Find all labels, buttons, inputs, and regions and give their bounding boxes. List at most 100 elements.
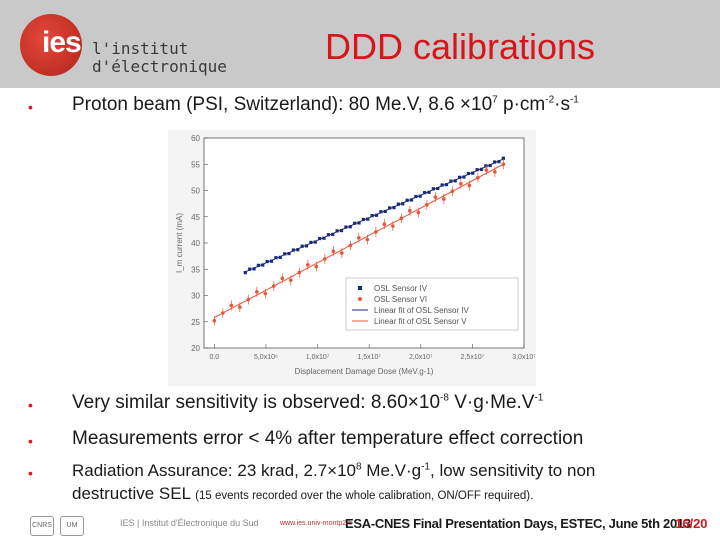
data-point — [392, 206, 396, 210]
y-tick-label: 35 — [191, 265, 200, 274]
bullet-dot: • — [28, 433, 33, 449]
ies-logo — [20, 14, 82, 76]
bullet-proton-beam: Proton beam (PSI, Switzerland): 80 Me.V,… — [72, 94, 579, 115]
data-point — [300, 244, 304, 248]
data-point — [353, 221, 357, 225]
data-point — [261, 263, 265, 267]
data-point — [278, 255, 282, 259]
data-point — [423, 191, 427, 195]
bullet-sel-note: destructive SEL (15 events recorded over… — [72, 484, 534, 503]
x-axis-label: Displacement Damage Dose (MeV.g-1) — [295, 367, 434, 376]
data-point — [361, 217, 365, 222]
header-bar — [0, 0, 720, 88]
data-point — [501, 162, 506, 167]
x-tick-label: 0.0 — [209, 354, 219, 361]
data-point — [323, 257, 327, 261]
data-point — [229, 303, 234, 308]
data-point — [370, 214, 374, 218]
legend-marker — [358, 297, 362, 301]
data-point — [221, 311, 225, 315]
bullet-dot: • — [28, 465, 33, 481]
data-point — [382, 222, 387, 227]
x-tick-label: 2,5x10⁷ — [461, 354, 485, 361]
data-point — [309, 240, 313, 244]
data-point — [458, 175, 462, 179]
data-point — [449, 179, 453, 183]
data-point — [274, 256, 278, 260]
data-point — [326, 233, 330, 237]
data-point — [243, 271, 247, 275]
data-point — [493, 160, 497, 164]
data-point — [322, 236, 326, 240]
logo-line-1: l'institut — [92, 39, 189, 58]
data-point — [306, 263, 310, 267]
ddd-calibration-chart: 20 25 30 35 40 45 50 55 60 0.0 5,0x10⁶ 1,0x10⁷ 1,5x1… — [168, 130, 536, 386]
legend-label: Linear fit of OSL Sensor V — [374, 317, 467, 326]
legend-box — [345, 277, 519, 331]
page-number: 16/20 — [675, 516, 708, 531]
data-point — [488, 163, 492, 168]
data-point — [405, 198, 409, 202]
data-point — [466, 171, 470, 176]
data-point — [416, 210, 421, 215]
cnrs-logo: CNRS — [30, 516, 54, 536]
data-point — [287, 251, 291, 256]
y-tick-label: 50 — [191, 187, 200, 196]
bullet-sensitivity: Very similar sensitivity is observed: 8.… — [72, 392, 544, 413]
y-tick-label: 40 — [191, 239, 200, 248]
data-point — [348, 225, 352, 229]
legend-marker — [358, 286, 362, 290]
data-point — [283, 252, 287, 256]
footer-conference: ESA-CNES Final Presentation Days, ESTEC,… — [345, 516, 691, 531]
data-point — [314, 264, 319, 269]
data-point — [304, 244, 309, 248]
data-point — [440, 183, 444, 187]
data-point — [289, 278, 293, 282]
logo-mark: ies — [42, 26, 82, 59]
data-point — [414, 194, 418, 199]
data-point — [374, 230, 378, 234]
data-point — [493, 170, 497, 174]
data-point — [246, 297, 251, 302]
y-tick-label: 45 — [191, 213, 200, 222]
data-point — [431, 187, 435, 191]
bullet-radiation-assurance: Radiation Assurance: 23 krad, 2.7×108 Me… — [72, 461, 596, 480]
data-point — [427, 190, 431, 194]
y-tick-label: 55 — [191, 160, 200, 169]
data-point — [462, 175, 466, 179]
data-point — [408, 208, 412, 213]
data-point — [272, 284, 276, 288]
data-point — [467, 183, 472, 188]
data-point — [391, 224, 395, 228]
y-tick-label: 60 — [191, 134, 200, 143]
data-point — [269, 259, 274, 263]
data-point — [401, 202, 405, 206]
data-point — [348, 243, 353, 248]
data-point — [433, 195, 438, 199]
data-point — [331, 249, 336, 254]
data-point — [484, 164, 488, 168]
y-tick-label: 30 — [191, 292, 200, 301]
data-point — [459, 181, 463, 186]
data-point — [501, 156, 505, 160]
data-point — [252, 267, 256, 271]
x-tick-label: 2,0x10⁷ — [409, 354, 433, 361]
bullet-dot: • — [28, 397, 33, 413]
data-point — [357, 221, 361, 225]
data-point — [280, 276, 285, 281]
x-tick-label: 3,0x10⁷ — [512, 354, 536, 361]
logo-text: l'institut d'électronique — [92, 40, 227, 76]
data-point — [365, 237, 370, 242]
data-point — [388, 206, 392, 210]
data-point — [418, 194, 422, 198]
data-point — [331, 232, 335, 236]
data-point — [453, 179, 457, 183]
page-title: DDD calibrations — [324, 26, 596, 67]
data-point — [248, 267, 252, 271]
data-point — [442, 197, 446, 201]
data-point — [383, 209, 387, 214]
data-point — [318, 236, 322, 241]
y-tick-label: 20 — [191, 344, 200, 353]
data-point — [296, 248, 300, 252]
data-point — [255, 290, 259, 294]
